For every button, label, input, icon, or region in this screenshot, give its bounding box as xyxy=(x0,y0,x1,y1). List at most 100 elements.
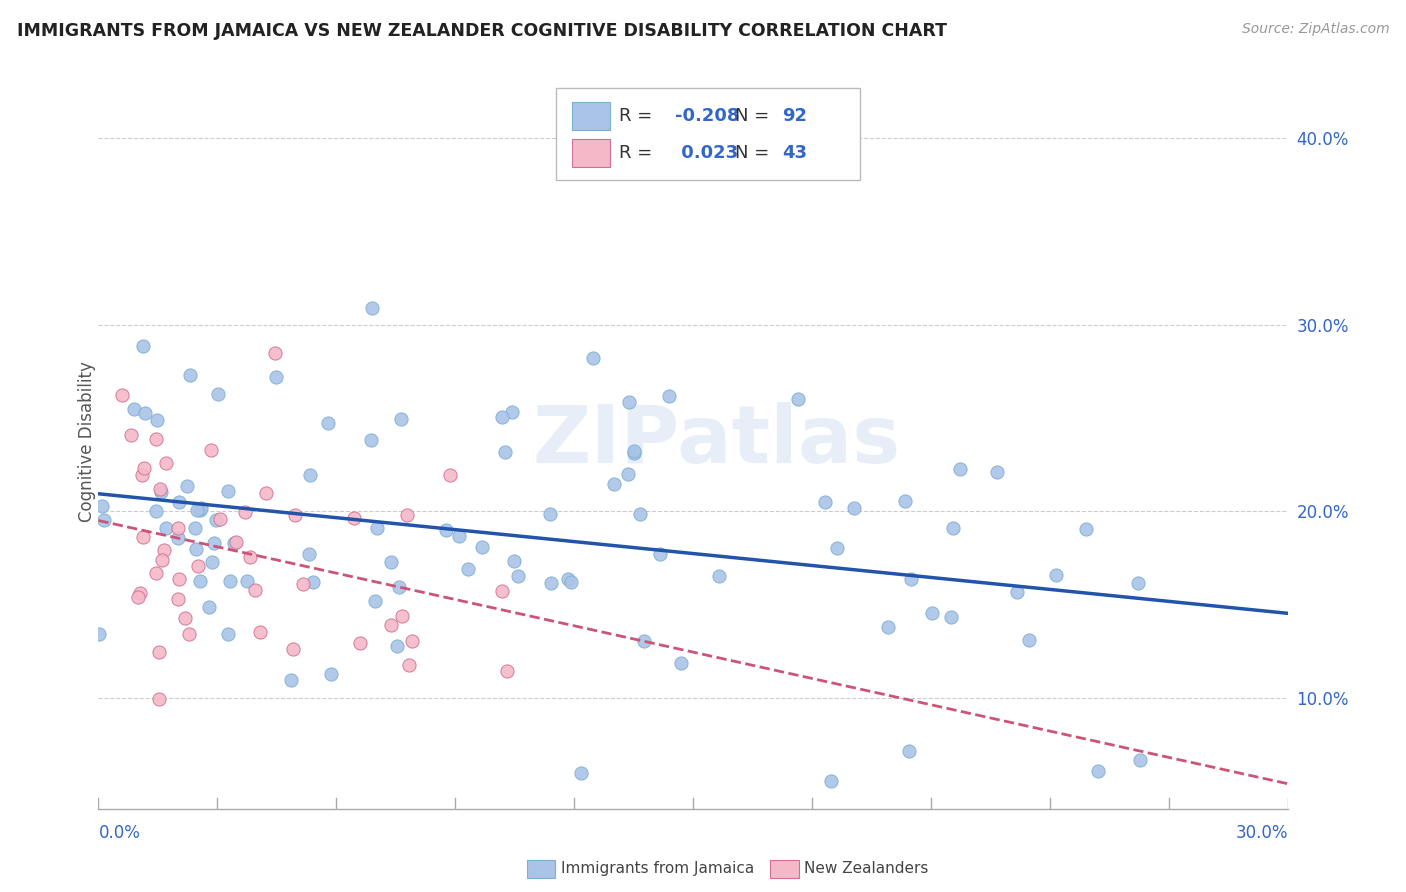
Text: R =: R = xyxy=(620,144,658,161)
Point xyxy=(385,640,408,654)
Point xyxy=(127,591,149,605)
Point xyxy=(434,523,457,537)
Point xyxy=(540,508,562,522)
Text: 43: 43 xyxy=(782,144,807,161)
Point xyxy=(200,443,222,458)
Point xyxy=(176,478,198,492)
Point xyxy=(122,401,145,416)
Point xyxy=(707,569,730,583)
Point xyxy=(494,444,516,458)
FancyBboxPatch shape xyxy=(572,138,610,167)
Point xyxy=(401,633,423,648)
Point xyxy=(132,530,155,544)
Point xyxy=(145,432,167,446)
Point xyxy=(254,486,277,500)
Point xyxy=(239,550,262,565)
Point xyxy=(190,501,212,516)
Point xyxy=(225,535,247,549)
Text: New Zealanders: New Zealanders xyxy=(804,862,928,876)
Point xyxy=(1076,522,1098,536)
Point xyxy=(264,370,287,384)
Point xyxy=(343,510,366,524)
Point xyxy=(1128,576,1150,591)
Point xyxy=(153,542,176,557)
Point xyxy=(1129,753,1152,767)
Point xyxy=(93,513,115,527)
Point xyxy=(298,467,321,482)
Point xyxy=(245,582,267,597)
Point xyxy=(616,467,638,481)
Point xyxy=(132,339,155,353)
Point xyxy=(217,627,239,641)
Point xyxy=(503,554,526,568)
Point xyxy=(491,584,513,599)
Point xyxy=(207,387,229,401)
Point xyxy=(363,594,385,608)
Point xyxy=(280,673,302,687)
Point xyxy=(540,576,562,591)
Point xyxy=(900,572,922,586)
Text: N =: N = xyxy=(735,144,775,161)
Point xyxy=(366,521,388,535)
Point xyxy=(380,618,402,632)
Point xyxy=(186,503,208,517)
Point xyxy=(508,569,530,583)
Point xyxy=(188,574,211,589)
Point xyxy=(149,483,172,497)
Point xyxy=(233,505,256,519)
Point xyxy=(948,462,970,476)
Point xyxy=(894,493,917,508)
Point xyxy=(396,508,419,522)
Point xyxy=(188,503,211,517)
Point xyxy=(457,562,479,576)
Point xyxy=(167,495,190,509)
Text: 0.0%: 0.0% xyxy=(98,824,141,842)
Point xyxy=(501,405,523,419)
Point xyxy=(148,645,170,659)
Point xyxy=(111,387,134,401)
Point xyxy=(1005,585,1028,599)
Point xyxy=(820,774,842,789)
Point xyxy=(582,351,605,365)
Point xyxy=(145,566,167,581)
Point xyxy=(1045,567,1067,582)
Point xyxy=(623,446,645,460)
Point xyxy=(167,531,190,545)
Text: N =: N = xyxy=(735,107,775,125)
Point xyxy=(132,460,155,475)
Point xyxy=(603,477,626,491)
Point xyxy=(149,484,172,499)
Point xyxy=(174,611,197,625)
Point xyxy=(201,555,224,569)
Point xyxy=(134,406,156,420)
Point xyxy=(557,572,579,586)
Point xyxy=(942,521,965,535)
Point xyxy=(569,766,592,780)
Point xyxy=(155,520,177,534)
Point xyxy=(148,691,170,706)
FancyBboxPatch shape xyxy=(557,87,859,180)
Point xyxy=(120,428,142,442)
Point xyxy=(205,513,228,527)
Point xyxy=(291,577,314,591)
Point xyxy=(939,609,962,624)
Point xyxy=(89,627,111,641)
Point xyxy=(825,541,848,555)
Point xyxy=(560,575,582,590)
Point xyxy=(648,547,671,561)
Point xyxy=(316,416,339,430)
Point xyxy=(298,547,321,561)
Point xyxy=(470,540,492,554)
Point xyxy=(167,572,190,586)
Point xyxy=(449,529,471,543)
Point xyxy=(388,580,411,594)
Text: R =: R = xyxy=(620,107,658,125)
Text: Source: ZipAtlas.com: Source: ZipAtlas.com xyxy=(1241,22,1389,37)
Point xyxy=(633,633,655,648)
Point xyxy=(349,635,371,649)
Point xyxy=(155,456,177,470)
Point xyxy=(628,507,651,521)
Point xyxy=(389,412,412,426)
Text: 92: 92 xyxy=(782,107,807,125)
Point xyxy=(146,412,169,426)
